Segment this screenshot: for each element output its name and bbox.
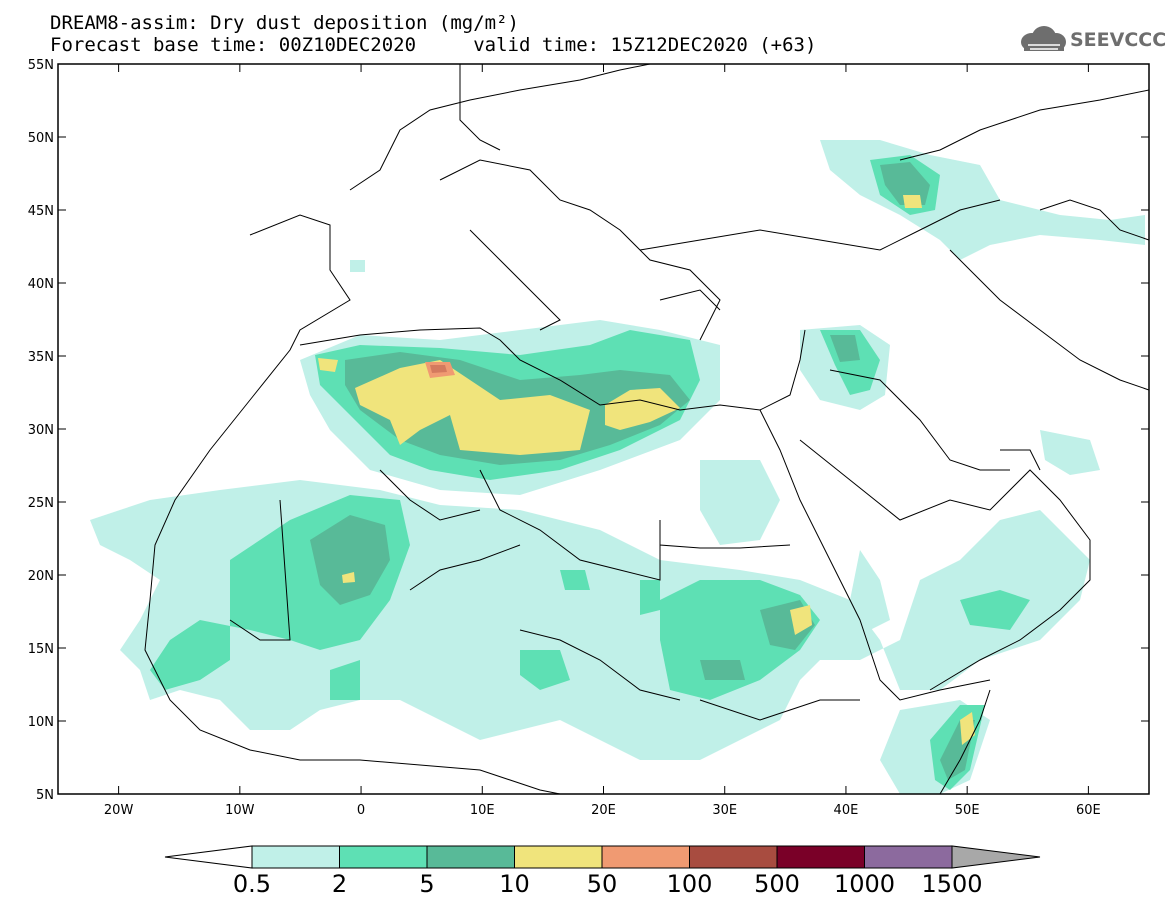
lon-tick-label: 10W: [225, 803, 255, 818]
logo-text: SEEVCCC: [1070, 29, 1165, 51]
lon-tick-label: 40E: [834, 803, 859, 818]
seevccc-logo: SEEVCCC: [1018, 24, 1165, 54]
colorbar-label: 1500: [921, 870, 982, 898]
cloud-icon: [1021, 26, 1066, 51]
colorbar-swatch: [776, 845, 865, 869]
lon-tick-label: 20E: [591, 803, 616, 818]
colorbar-label: 100: [667, 870, 713, 898]
lat-tick-label: 5N: [36, 788, 54, 803]
colorbar-swatch: [864, 845, 953, 869]
lat-tick-label: 25N: [28, 496, 54, 511]
lon-tick-label: 60E: [1076, 803, 1101, 818]
lon-tick-label: 30E: [712, 803, 737, 818]
lat-tick-label: 35N: [28, 350, 54, 365]
colorbar-swatch: [251, 845, 340, 869]
colorbar-label: 5: [419, 870, 434, 898]
colorbar-swatch: [689, 845, 778, 869]
colorbar-label: 2: [332, 870, 347, 898]
lon-tick-label: 50E: [955, 803, 980, 818]
forecast-times: Forecast base time: 00Z10DEC2020 valid t…: [50, 34, 817, 56]
lat-tick-label: 50N: [28, 131, 54, 146]
lat-tick-label: 45N: [28, 204, 54, 219]
lat-tick-label: 20N: [28, 569, 54, 584]
colorbar-swatch: [514, 845, 603, 869]
lon-tick-label: 20W: [104, 803, 134, 818]
lat-tick-label: 30N: [28, 423, 54, 438]
axis-ticks: 55N 50N 45N 40N 35N 30N 25N 20N 15N 10N 5N 20W 10W 0 1…: [28, 58, 1149, 818]
colorbar-label: 500: [754, 870, 800, 898]
lat-tick-label: 55N: [28, 58, 54, 73]
lat-tick-label: 15N: [28, 642, 54, 657]
deposition-field: [90, 64, 1149, 794]
colorbar-swatch: [601, 845, 690, 869]
lat-tick-label: 40N: [28, 277, 54, 292]
colorbar-label: 1000: [834, 870, 895, 898]
lon-tick-label: 10E: [470, 803, 495, 818]
colorbar-label: 50: [587, 870, 618, 898]
colorbar-swatch: [339, 845, 428, 869]
colorbar-swatch: [426, 845, 515, 869]
lon-tick-label: 0: [357, 803, 365, 818]
colorbar-label: 0.5: [233, 870, 271, 898]
colorbar: 0.5 2 5 10 50 100 500 1000 1500: [164, 845, 1041, 898]
colorbar-label: 10: [499, 870, 530, 898]
colorbar-under-triangle: [164, 845, 253, 869]
lat-tick-label: 10N: [28, 715, 54, 730]
colorbar-over-triangle: [951, 845, 1041, 869]
map-title: DREAM8-assim: Dry dust deposition (mg/m²…: [50, 12, 519, 34]
